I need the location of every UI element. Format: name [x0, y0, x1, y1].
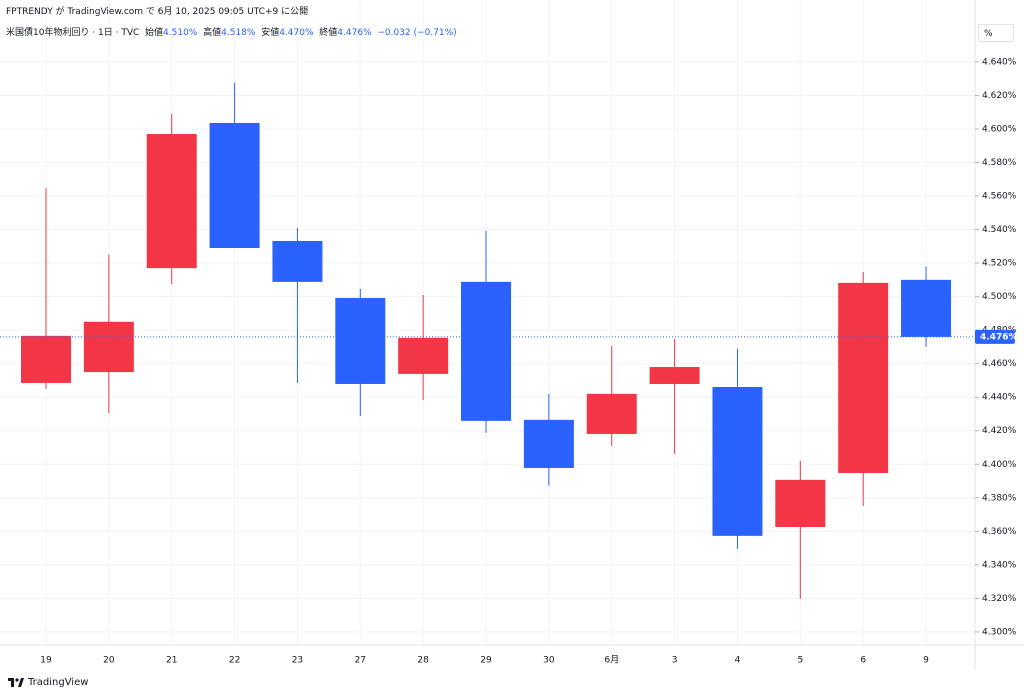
candle-body — [209, 122, 260, 249]
candle-body — [83, 321, 134, 373]
candle-body — [146, 134, 197, 269]
x-tick-label: 6月 — [604, 655, 619, 666]
y-tick-label: 4.380% — [982, 493, 1017, 503]
footer: TradingView — [8, 677, 88, 688]
candle-body — [335, 297, 386, 384]
candle-body — [712, 386, 763, 536]
x-tick-label: 19 — [40, 656, 52, 666]
y-tick-label: 4.520% — [982, 259, 1017, 269]
low-value: 4.470% — [279, 28, 314, 38]
y-tick-label: 4.500% — [982, 292, 1017, 302]
candle-body — [398, 337, 449, 374]
y-tick-label: 4.580% — [982, 158, 1017, 168]
x-tick-label: 6 — [860, 656, 866, 666]
last-price-label: 4.476% — [980, 332, 1018, 342]
x-tick-label: 20 — [103, 656, 115, 666]
y-tick-label: 4.600% — [982, 124, 1017, 134]
last-price-tag — [975, 329, 1015, 344]
x-tick-label: 4 — [735, 656, 741, 666]
low-label: 安値 — [261, 28, 280, 38]
candle-body — [272, 240, 323, 282]
x-tick-label: 23 — [292, 656, 303, 666]
ohlc-legend: 米国債10年物利回り · 1日 · TVC 始値4.510% 高値4.518% … — [6, 25, 457, 38]
y-tick-label: 4.620% — [982, 91, 1017, 101]
candle-body — [838, 282, 889, 473]
high-value: 4.518% — [221, 28, 256, 38]
candle-body — [775, 479, 826, 527]
close-label: 終値 — [319, 28, 338, 38]
x-tick-label: 3 — [672, 656, 678, 666]
close-value: 4.476% — [337, 28, 372, 38]
publish-info: FPTRENDY が TradingView.com で 6月 10, 2025… — [6, 7, 309, 17]
high-label: 高値 — [203, 28, 222, 38]
x-tick-label: 29 — [480, 656, 492, 666]
symbol: 米国債10年物利回り · 1日 · TVC — [6, 28, 140, 38]
open-label: 始値 — [145, 28, 164, 38]
unit-button[interactable]: % — [978, 24, 1014, 42]
y-tick-label: 4.640% — [982, 57, 1017, 67]
x-tick-label: 22 — [229, 656, 240, 666]
x-tick-label: 5 — [797, 656, 803, 666]
candle-body — [461, 281, 512, 421]
logo — [8, 677, 24, 687]
y-tick-label: 4.460% — [982, 359, 1017, 369]
candle-body — [586, 393, 637, 434]
candle-body — [21, 335, 71, 383]
y-tick-label: 4.360% — [982, 527, 1017, 537]
x-tick-label: 21 — [166, 656, 177, 666]
y-tick-label: 4.400% — [982, 460, 1017, 470]
x-tick-label: 30 — [543, 656, 555, 666]
open-value: 4.510% — [163, 28, 198, 38]
y-tick-label: 4.420% — [982, 426, 1017, 436]
y-tick-label: 4.340% — [982, 560, 1017, 570]
candle-body — [649, 367, 700, 384]
brand: TradingView — [28, 677, 89, 688]
y-tick-label: 4.320% — [982, 594, 1017, 604]
y-tick-label: 4.540% — [982, 225, 1017, 235]
y-tick-label: 4.440% — [982, 393, 1017, 403]
y-tick-label: 4.300% — [982, 627, 1017, 637]
x-tick-label: 27 — [355, 656, 366, 666]
candle-body — [523, 419, 574, 468]
candle-body — [901, 279, 952, 337]
y-tick-label: 4.560% — [982, 192, 1017, 202]
change-value: −0.032 (−0.71%) — [377, 28, 457, 38]
x-tick-label: 9 — [923, 656, 929, 666]
x-tick-label: 28 — [417, 656, 429, 666]
